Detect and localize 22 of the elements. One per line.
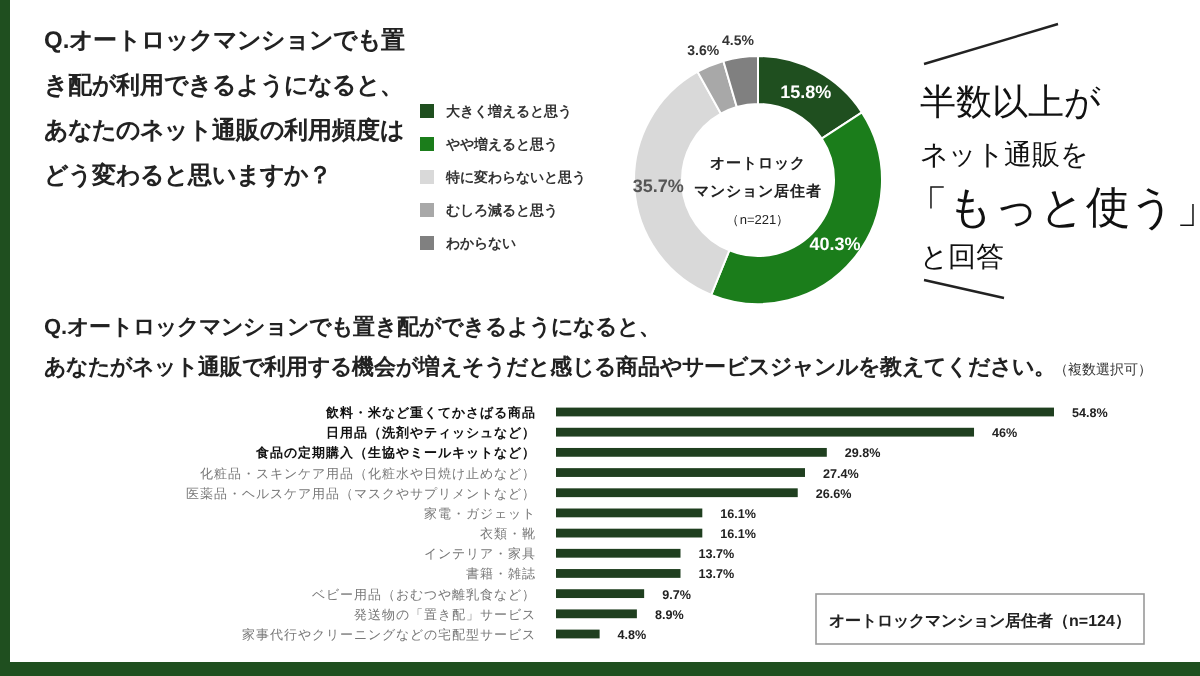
bar [556,528,703,538]
data-label: 40.3% [809,233,861,254]
bar [556,548,681,558]
bar [556,508,703,518]
bar [556,407,1054,417]
text: と回答 [920,240,1004,272]
bar [556,609,637,619]
bar [556,589,645,599]
text: 半数以上が [920,82,1102,122]
bar [556,468,805,477]
bar [556,488,798,498]
text: Q.オートロックマンションでも置き配が利用できるようになると、あなたのネット通販の利用頻度はどう変わると思いますか？ [44,26,406,189]
text: ネット通販を [920,138,1088,170]
bar [556,447,827,457]
data-label: 35.7% [632,176,684,197]
data-label: 15.8% [780,82,832,103]
text: 「もっと使う」 [904,182,1200,232]
bar [556,427,975,437]
bar [556,629,600,639]
chart-title: Q.オートロックマンションでも置き配ができるようになると、あなたがネット通販で利用する機会が増えそうだと感じる商品やサービスジャンルを教えてください。 [44,314,1056,380]
annotation: オートロックマンション居住者（n=124） [829,612,1131,630]
bar [556,569,681,578]
